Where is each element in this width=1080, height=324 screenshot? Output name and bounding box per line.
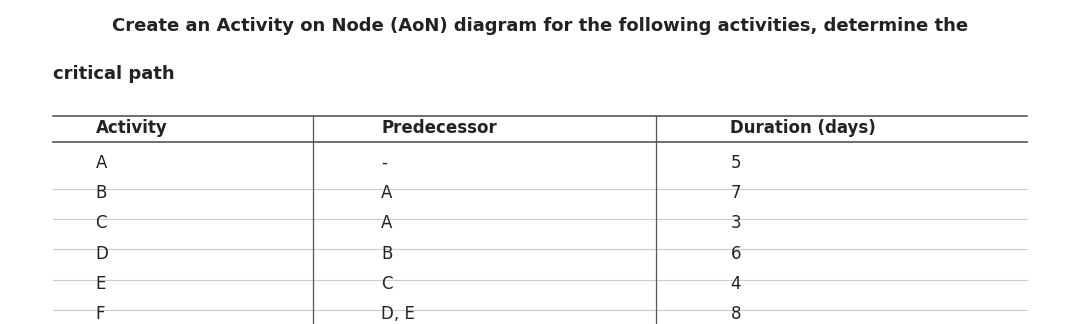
Text: B: B [381,245,393,263]
Text: E: E [96,275,106,293]
Text: D, E: D, E [381,305,415,323]
Text: critical path: critical path [53,65,175,83]
Text: Duration (days): Duration (days) [730,119,876,137]
Text: -: - [381,154,387,172]
Text: 8: 8 [730,305,741,323]
Text: 5: 5 [730,154,741,172]
Text: F: F [96,305,105,323]
Text: D: D [96,245,108,263]
Text: 6: 6 [730,245,741,263]
Text: Predecessor: Predecessor [381,119,497,137]
Text: A: A [381,214,393,232]
Text: C: C [381,275,393,293]
Text: B: B [96,184,107,202]
Text: 7: 7 [730,184,741,202]
Text: 4: 4 [730,275,741,293]
Text: A: A [381,184,393,202]
Text: 3: 3 [730,214,741,232]
Text: C: C [96,214,107,232]
Text: Create an Activity on Node (AoN) diagram for the following activities, determine: Create an Activity on Node (AoN) diagram… [112,17,968,35]
Text: A: A [96,154,107,172]
Text: Activity: Activity [96,119,167,137]
